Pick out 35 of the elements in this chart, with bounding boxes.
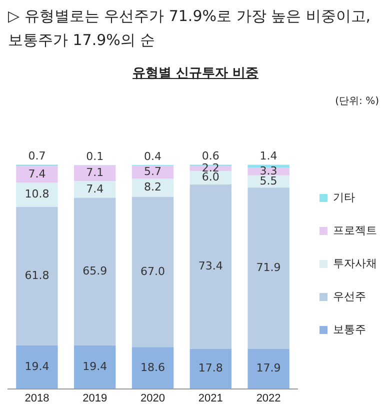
data-label: 61.8 [24,268,50,282]
data-label: 6.0 [202,170,220,184]
data-label: 19.4 [82,360,108,373]
data-label: 5.7 [144,165,162,178]
x-tick-label: 2022 [256,392,281,404]
data-label: 17.8 [198,362,223,375]
data-label: 1.4 [260,150,278,163]
data-label: 0.1 [86,150,104,163]
data-label: 7.4 [86,182,104,196]
x-tick-label: 2018 [24,392,50,404]
data-label: 71.9 [256,261,281,274]
data-label: 8.2 [144,180,162,194]
text: (단위: %) [335,95,379,108]
x-tick-label: 2021 [198,392,223,404]
chart-subtitle: 유형별 신규투자 비중 [131,65,260,82]
data-label: 7.1 [86,166,104,180]
data-label: 65.9 [82,264,108,278]
data-label: 18.6 [140,360,165,374]
data-label: 19.4 [24,360,50,373]
data-label: 7.4 [28,167,46,180]
x-tick-label: 2019 [82,392,108,404]
chart-title: ▷ 유형별로는 우선주가 71.9%로 가장 높은 비중이고, 보통주가 17.9%의 순 [8,6,372,51]
x-tick-label: 2020 [140,392,165,404]
legend-label: 보통주 [333,324,366,336]
data-label: 73.4 [198,260,223,273]
legend-label: 기타 [333,192,355,204]
data-label: 17.9 [256,362,281,375]
data-label: 0.6 [202,150,220,163]
data-label: 10.8 [24,188,50,201]
legend-label: 우선주 [333,291,366,304]
legend-label: 투자사채 [333,258,377,270]
data-label: 0.4 [144,150,162,163]
legend-label: 프로젝트 [333,225,377,238]
data-label: 67.0 [140,264,165,278]
data-label: 0.7 [28,149,46,162]
